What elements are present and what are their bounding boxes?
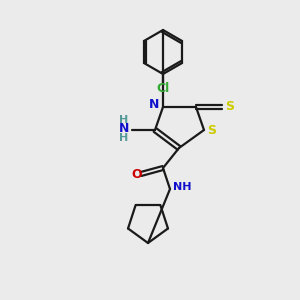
Text: S: S: [225, 100, 234, 113]
Text: O: O: [131, 167, 142, 181]
Text: H: H: [119, 115, 129, 125]
Text: H: H: [119, 133, 129, 143]
Text: N: N: [119, 122, 129, 136]
Text: N: N: [148, 98, 159, 112]
Text: S: S: [207, 124, 216, 136]
Text: NH: NH: [173, 182, 191, 192]
Text: Cl: Cl: [156, 82, 170, 94]
